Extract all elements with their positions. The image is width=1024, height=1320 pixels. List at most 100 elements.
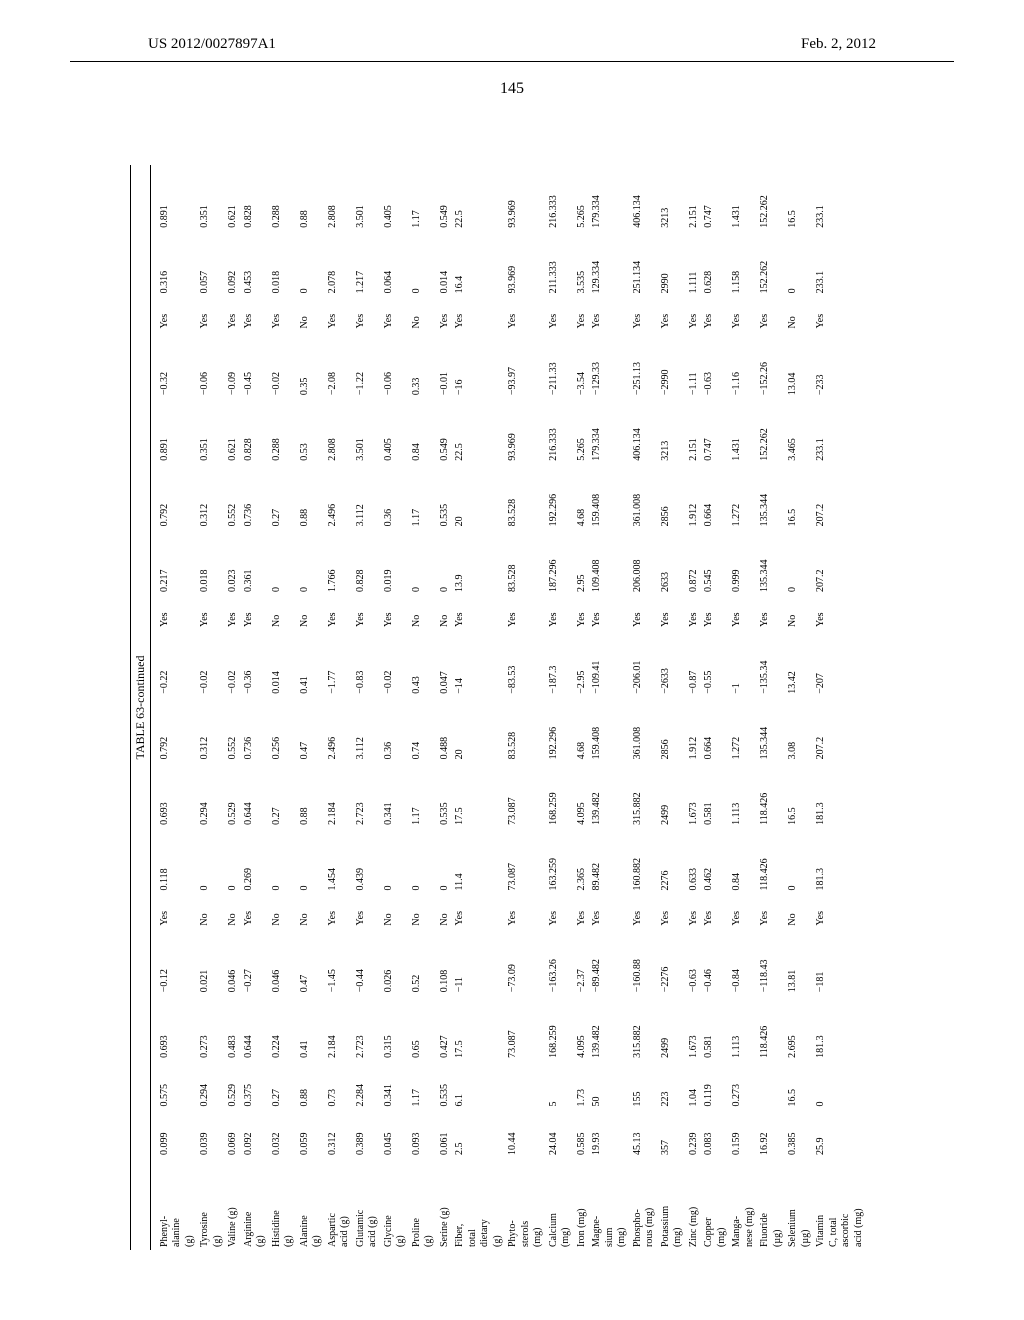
table-caption: TABLE 63-continued [130, 165, 151, 1250]
cell: 2.496 [325, 464, 353, 530]
cell: 10.44 [506, 1109, 547, 1158]
cell: 0.552 [226, 697, 242, 763]
cell: 3.112 [353, 464, 381, 530]
cell: 0.014 [437, 231, 453, 297]
cell: No [437, 595, 453, 630]
cell: −0.22 [157, 630, 198, 697]
cell: 3.465 [786, 398, 814, 464]
row-label: Potassium(mg) [658, 1158, 686, 1250]
cell: 0.575 [157, 1061, 198, 1110]
cell: Yes [325, 595, 353, 630]
cell: 16.5 [786, 762, 814, 828]
cell: 24.04 [546, 1109, 574, 1158]
cell: 0.736 [241, 464, 269, 530]
cell: −163.26 [546, 929, 574, 996]
cell: 0.747 [702, 398, 730, 464]
cell: 0.351 [198, 165, 226, 231]
cell: 0 [409, 529, 437, 595]
cell: 16.5 [786, 1061, 814, 1110]
cell: 45.13 [630, 1109, 658, 1158]
cell: 0.273 [198, 995, 226, 1061]
cell: 0.026 [381, 929, 409, 996]
cell: 1.217 [353, 231, 381, 297]
row-label: Fiber,totaldietary(g) [453, 1158, 506, 1250]
cell: Yes [353, 595, 381, 630]
cell: 16.4 [453, 231, 506, 297]
cell: Yes [325, 296, 353, 331]
row-label: Arginine(g) [241, 1158, 269, 1250]
cell: 0.549 [437, 165, 453, 231]
cell: −0.02 [198, 630, 226, 697]
cell: 2856 [658, 464, 686, 530]
cell: 2.365 [574, 828, 590, 894]
cell: 2.078 [325, 231, 353, 297]
cell: 0.093 [409, 1109, 437, 1158]
row-label: Serine (g) [437, 1158, 453, 1250]
cell: 223 [658, 1061, 686, 1110]
cell: 3213 [658, 165, 686, 231]
cell [758, 1061, 786, 1110]
cell: 0.828 [241, 165, 269, 231]
cell: −14 [453, 630, 506, 697]
cell: 0.047 [437, 630, 453, 697]
cell: −0.36 [241, 630, 269, 697]
cell: −1.45 [325, 929, 353, 996]
cell: 0.439 [353, 828, 381, 894]
cell: 233.1 [814, 398, 867, 464]
cell: 0.045 [381, 1109, 409, 1158]
cell: Yes [453, 296, 506, 331]
cell: Yes [814, 595, 867, 630]
cell: Yes [437, 296, 453, 331]
cell: 25.9 [814, 1109, 867, 1158]
cell: 16.5 [786, 165, 814, 231]
cell: Yes [269, 296, 297, 331]
row-label: Histidine(g) [269, 1158, 297, 1250]
cell: 89.482 [590, 828, 631, 894]
cell: 16.92 [758, 1109, 786, 1158]
cell: 0.88 [297, 762, 325, 828]
cell: 0 [786, 231, 814, 297]
cell: Yes [758, 296, 786, 331]
cell: 135.344 [758, 464, 786, 530]
cell: 118.426 [758, 995, 786, 1061]
cell: 181.3 [814, 828, 867, 894]
cell: Yes [630, 595, 658, 630]
cell: 0.621 [226, 165, 242, 231]
cell: No [297, 894, 325, 929]
data-table: Phenyl-alanine(g)0.0990.5750.693−0.12Yes… [157, 165, 867, 1250]
cell: 0.361 [241, 529, 269, 595]
cell: −1 [730, 630, 758, 697]
cell: Yes [453, 894, 506, 929]
cell: 168.259 [546, 762, 574, 828]
cell: 13.42 [786, 630, 814, 697]
cell: 0.545 [702, 529, 730, 595]
cell: 93.969 [506, 165, 547, 231]
cell: −129.33 [590, 331, 631, 398]
cell: 0.092 [241, 1109, 269, 1158]
cell: 0.88 [297, 464, 325, 530]
cell: 152.262 [758, 231, 786, 297]
cell: 1.912 [686, 697, 702, 763]
cell: −0.09 [226, 331, 242, 398]
cell: No [437, 894, 453, 929]
cell: 2990 [658, 231, 686, 297]
cell: 2.184 [325, 995, 353, 1061]
cell: 206.008 [630, 529, 658, 595]
cell: No [269, 595, 297, 630]
cell: Yes [658, 296, 686, 331]
cell: 0.273 [730, 1061, 758, 1110]
row-label: Copper(mg) [702, 1158, 730, 1250]
cell: 0.36 [381, 697, 409, 763]
cell: 19.93 [590, 1109, 631, 1158]
cell: Yes [702, 894, 730, 929]
cell: 207.2 [814, 697, 867, 763]
cell: 0.483 [226, 995, 242, 1061]
cell: −118.43 [758, 929, 786, 996]
cell: 0.74 [409, 697, 437, 763]
cell: 3.08 [786, 697, 814, 763]
cell: 163.259 [546, 828, 574, 894]
cell: 1.113 [730, 762, 758, 828]
cell: 0.999 [730, 529, 758, 595]
cell: 118.426 [758, 828, 786, 894]
cell: No [297, 595, 325, 630]
